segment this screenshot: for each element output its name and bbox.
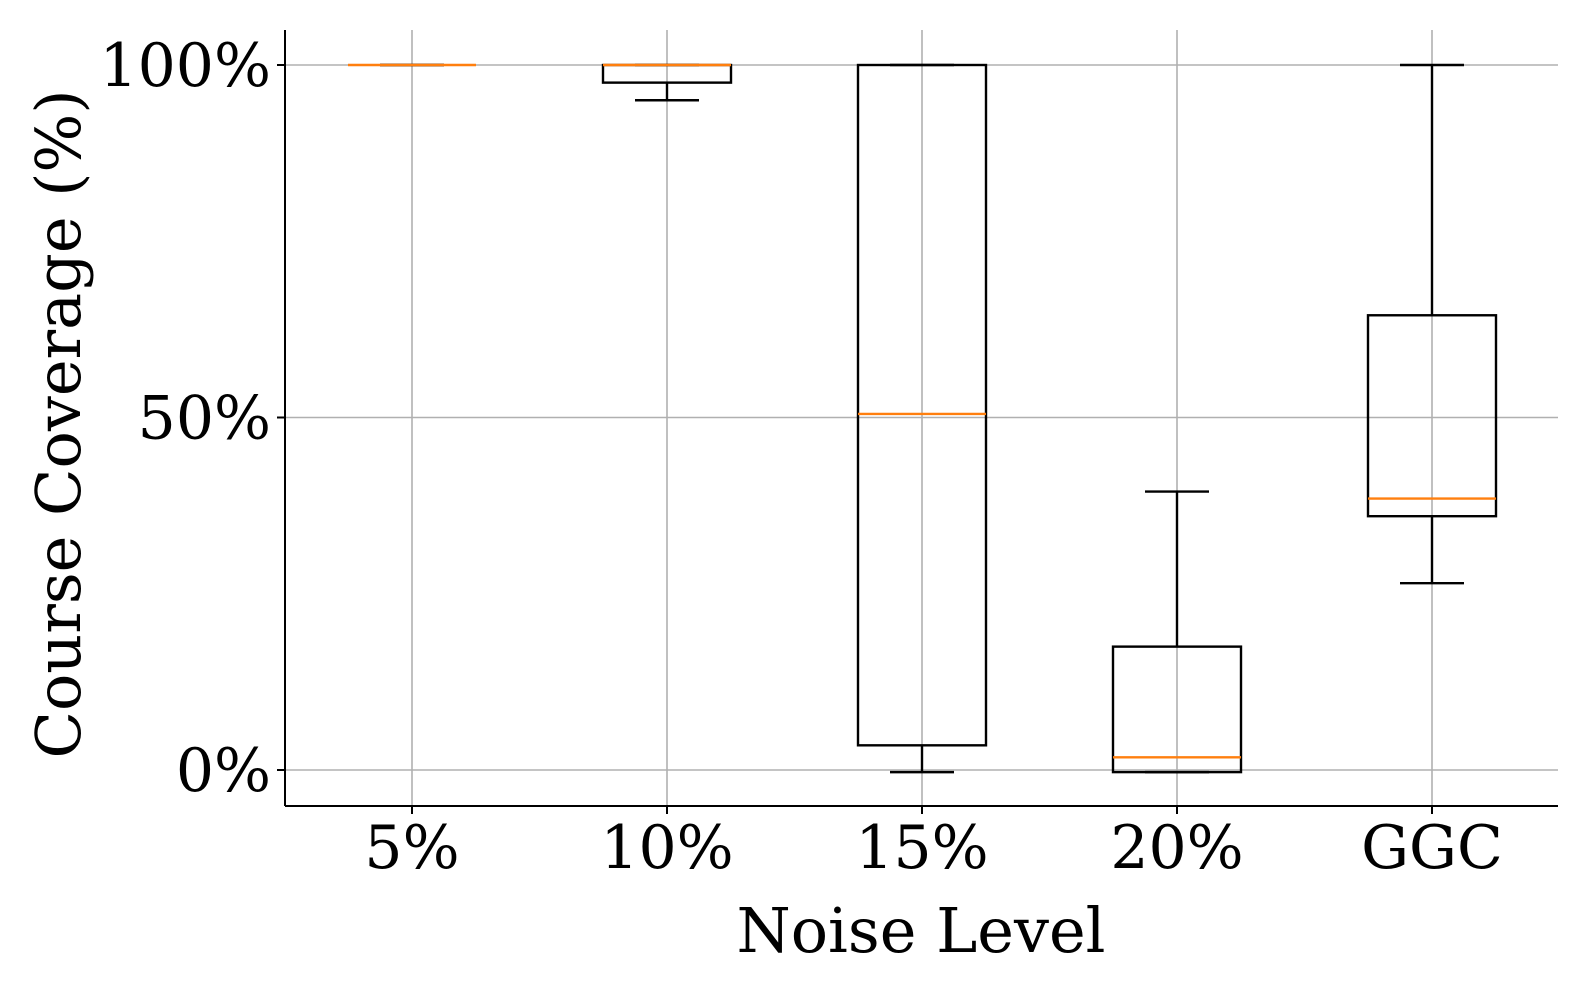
box-5 <box>1366 63 1498 585</box>
y-tick-label: 100% <box>99 31 271 101</box>
x-tick-label: 15% <box>855 813 988 883</box>
y-tick-label: 0% <box>176 736 271 806</box>
x-tick-label: 5% <box>364 813 459 883</box>
x-axis-label: Noise Level <box>736 894 1105 967</box>
y-tick-labels: 0% 50% 100% <box>99 31 285 806</box>
box-body <box>1366 314 1498 518</box>
x-tick-label: 10% <box>600 813 733 883</box>
box-body <box>1111 645 1243 774</box>
x-tick-labels: 5% 10% 15% 20% GGC <box>364 806 1503 883</box>
y-tick-label: 50% <box>138 384 271 454</box>
box-4 <box>1111 490 1243 774</box>
box-3 <box>856 63 988 774</box>
box-2 <box>601 63 733 102</box>
x-tick-label: 20% <box>1110 813 1243 883</box>
box-body <box>856 63 988 747</box>
y-axis-label: Course Coverage (%) <box>22 89 95 758</box>
x-tick-label: GGC <box>1361 813 1503 883</box>
boxes <box>348 63 1498 774</box>
